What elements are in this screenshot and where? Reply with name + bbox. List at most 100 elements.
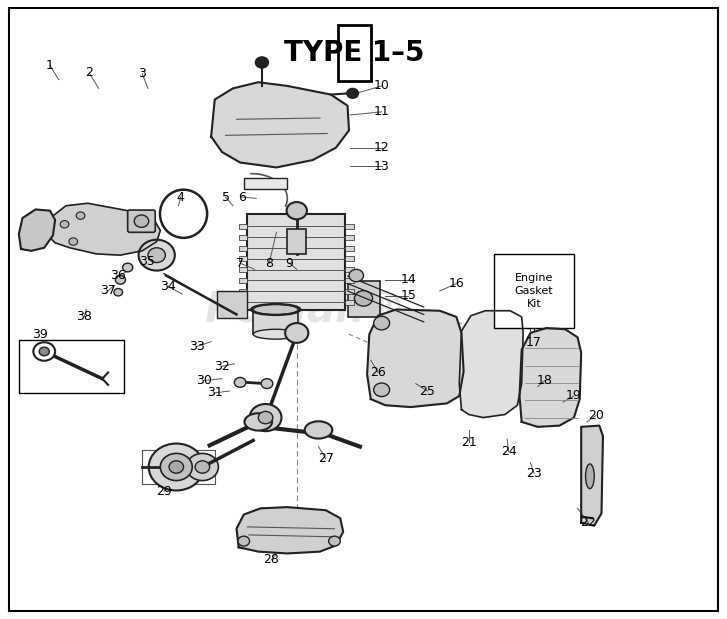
Text: 18: 18: [537, 374, 553, 387]
Bar: [345, 246, 354, 251]
Bar: [287, 229, 306, 254]
Circle shape: [148, 248, 166, 262]
Polygon shape: [211, 82, 349, 168]
Bar: [238, 246, 247, 251]
Polygon shape: [236, 507, 343, 553]
Polygon shape: [48, 203, 161, 255]
Text: 6: 6: [238, 191, 246, 204]
Bar: [238, 224, 247, 229]
Bar: [345, 289, 354, 294]
FancyBboxPatch shape: [128, 210, 156, 232]
Text: 4: 4: [177, 191, 185, 204]
Circle shape: [169, 461, 183, 473]
Ellipse shape: [374, 316, 390, 330]
Bar: [238, 256, 247, 261]
Text: 20: 20: [587, 409, 603, 422]
Text: 31: 31: [207, 386, 222, 399]
Ellipse shape: [355, 291, 372, 306]
Text: 38: 38: [76, 310, 92, 323]
Bar: [345, 267, 354, 272]
Circle shape: [249, 404, 281, 431]
Bar: [345, 278, 354, 283]
Text: 29: 29: [156, 485, 172, 498]
Text: 19: 19: [566, 389, 582, 402]
Circle shape: [33, 342, 55, 361]
Text: 36: 36: [111, 269, 126, 282]
Text: 37: 37: [100, 285, 116, 298]
Circle shape: [134, 215, 149, 227]
Circle shape: [238, 536, 249, 546]
Bar: [494, 254, 574, 328]
Circle shape: [286, 202, 307, 219]
Ellipse shape: [374, 383, 390, 397]
Circle shape: [285, 323, 308, 343]
Bar: [338, 25, 371, 81]
Text: 5: 5: [222, 191, 230, 204]
Text: 1: 1: [46, 59, 54, 72]
Bar: [238, 235, 247, 240]
Circle shape: [234, 378, 246, 387]
Text: 25: 25: [419, 384, 435, 397]
Text: 9: 9: [286, 257, 294, 270]
Bar: [345, 300, 354, 305]
Text: 17: 17: [526, 336, 542, 349]
Bar: [238, 267, 247, 272]
Text: 14: 14: [401, 274, 417, 287]
Circle shape: [255, 57, 268, 68]
Text: 8: 8: [265, 257, 273, 270]
Circle shape: [116, 275, 126, 284]
Circle shape: [69, 238, 78, 245]
Text: Poulan®: Poulan®: [204, 288, 406, 331]
Circle shape: [60, 220, 69, 228]
Circle shape: [149, 444, 204, 490]
FancyBboxPatch shape: [217, 291, 247, 318]
Text: 34: 34: [160, 280, 175, 293]
Bar: [238, 300, 247, 305]
Text: ®: ®: [397, 325, 417, 344]
Text: 30: 30: [196, 374, 212, 387]
Polygon shape: [459, 311, 523, 418]
Circle shape: [349, 269, 364, 282]
Text: 26: 26: [370, 366, 386, 379]
Bar: [19, 340, 124, 393]
Circle shape: [161, 453, 192, 480]
Text: 35: 35: [140, 255, 155, 268]
Bar: [348, 281, 380, 317]
Text: 12: 12: [374, 141, 390, 154]
Polygon shape: [367, 310, 464, 407]
Ellipse shape: [585, 464, 594, 488]
Circle shape: [329, 536, 340, 546]
Text: TYPE 1–5: TYPE 1–5: [284, 39, 425, 67]
Ellipse shape: [305, 422, 332, 439]
Text: 27: 27: [318, 452, 334, 465]
Text: 3: 3: [138, 67, 146, 80]
Bar: [345, 256, 354, 261]
Circle shape: [123, 263, 133, 272]
Circle shape: [195, 461, 209, 473]
Text: 15: 15: [401, 290, 417, 303]
Text: 7: 7: [236, 257, 244, 270]
Text: 11: 11: [374, 105, 390, 118]
Bar: [345, 235, 354, 240]
Bar: [345, 224, 354, 229]
Text: 2: 2: [85, 66, 93, 79]
Polygon shape: [520, 328, 581, 427]
Bar: [238, 289, 247, 294]
Text: 10: 10: [374, 79, 390, 92]
Circle shape: [139, 240, 174, 271]
Ellipse shape: [244, 413, 272, 431]
Text: 24: 24: [501, 445, 516, 458]
Text: 23: 23: [526, 467, 542, 480]
Circle shape: [186, 453, 218, 480]
Circle shape: [261, 379, 273, 389]
Text: 39: 39: [32, 327, 48, 340]
Bar: [244, 178, 287, 189]
Bar: [247, 214, 345, 310]
Circle shape: [347, 89, 358, 98]
Text: 13: 13: [374, 160, 390, 173]
Text: 16: 16: [449, 277, 465, 290]
Bar: [238, 278, 247, 283]
Polygon shape: [581, 426, 603, 526]
Text: 33: 33: [189, 340, 204, 353]
Circle shape: [258, 412, 273, 424]
